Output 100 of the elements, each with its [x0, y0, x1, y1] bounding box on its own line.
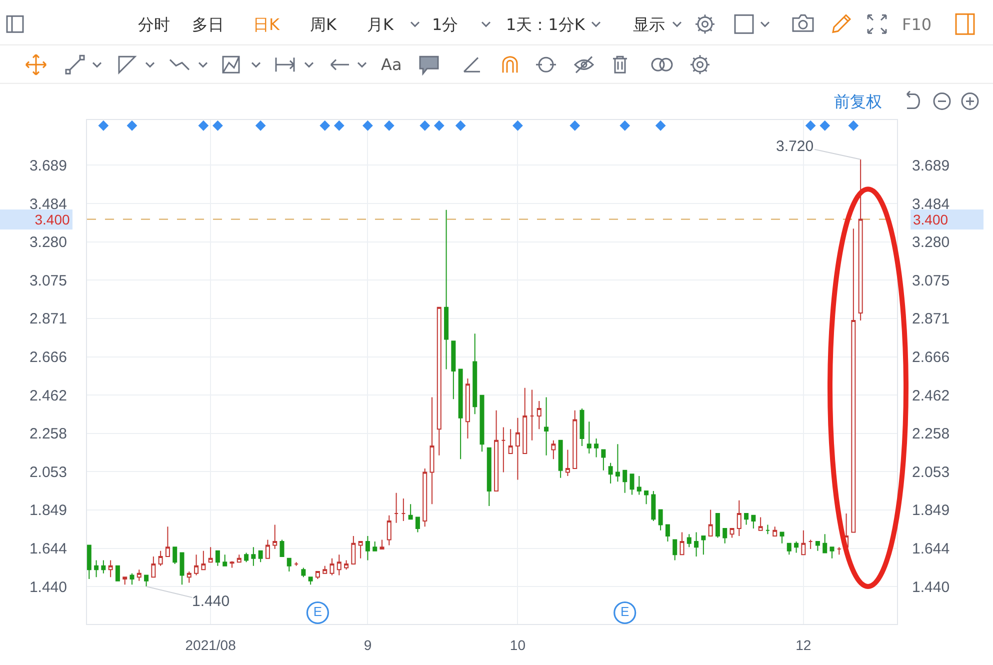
- candlestick: [101, 560, 106, 574]
- candlestick: [686, 534, 692, 548]
- y2-tick-label: 2.871: [912, 310, 950, 328]
- candlestick: [336, 554, 342, 576]
- x-tick-label: 2021/08: [185, 636, 236, 653]
- text: 3.720: [776, 138, 814, 155]
- candlestick: [180, 552, 184, 586]
- ref-line-label: 3.400: [913, 212, 948, 228]
- candlestick: [344, 560, 349, 570]
- candlestick: [744, 512, 749, 526]
- candlestick: [330, 558, 334, 576]
- text: 3.400: [34, 212, 70, 228]
- y-tick-label: 2.871: [29, 310, 67, 328]
- y2-tick-label: 2.053: [912, 464, 950, 481]
- y2-tick-label: 2.666: [912, 349, 950, 366]
- data-label: E: [620, 604, 630, 620]
- candlestick: [636, 475, 642, 496]
- y2-tick-label: 1.849: [912, 502, 950, 520]
- candlestick: [708, 509, 713, 536]
- candlestick: [244, 552, 249, 563]
- y-tick-label: 2.666: [29, 349, 67, 366]
- text: 1分: [432, 15, 458, 34]
- candlestick: [358, 541, 363, 559]
- candlestick: [565, 449, 570, 476]
- candlestick: [836, 546, 842, 556]
- candlestick: [672, 539, 678, 561]
- candlestick: [665, 524, 670, 542]
- candlestick: [772, 526, 778, 536]
- candlestick: [786, 542, 792, 556]
- data-label: E: [313, 604, 322, 620]
- candlestick: [194, 554, 199, 576]
- candlestick: [794, 541, 799, 554]
- y-tick-label: 1.849: [29, 502, 67, 520]
- candlestick: [286, 558, 292, 572]
- candlestick: [765, 524, 770, 535]
- y2-tick-label: 1.440: [912, 578, 950, 596]
- candlestick: [680, 532, 684, 556]
- candlestick: [572, 410, 578, 469]
- y2-tick-label: 3.484: [912, 196, 950, 213]
- candlestick: [186, 571, 192, 584]
- candlestick: [230, 560, 234, 568]
- y2-tick-label: 2.258: [912, 426, 950, 443]
- candlestick: [208, 546, 213, 563]
- candlestick: [301, 567, 306, 578]
- text: 1天：1分K: [506, 15, 586, 34]
- candlestick: [265, 539, 270, 559]
- candlestick: [536, 400, 542, 430]
- candlestick: [658, 509, 663, 531]
- y2-tick-label: 2.462: [912, 387, 950, 404]
- candlestick: [172, 546, 178, 565]
- text: 1.440: [192, 593, 230, 610]
- candlestick: [222, 554, 228, 566]
- y-tick-label: 2.462: [29, 387, 67, 404]
- y2-tick-label: 3.075: [912, 272, 950, 290]
- candlestick: [158, 550, 163, 566]
- candlestick: [722, 528, 728, 544]
- candlestick: [94, 560, 99, 578]
- candlestick: [558, 440, 563, 478]
- candlestick: [430, 396, 434, 505]
- candlestick: [758, 516, 763, 531]
- candlestick: [258, 550, 263, 563]
- candlestick: [486, 447, 492, 506]
- candlestick: [130, 572, 134, 586]
- text: 显示: [633, 15, 665, 34]
- text: 前复权: [834, 92, 882, 111]
- text: F10: [902, 15, 932, 34]
- text: 日K: [253, 15, 280, 34]
- y-tick-label: 3.280: [29, 234, 67, 252]
- candlestick: [401, 498, 406, 522]
- y2-tick-label: 3.689: [912, 157, 950, 174]
- candlestick: [701, 535, 706, 556]
- y-tick-label: 1.440: [29, 578, 67, 596]
- text: 多日: [192, 15, 224, 34]
- candlestick: [272, 524, 278, 550]
- candlestick: [858, 158, 863, 321]
- candlestick: [472, 333, 478, 415]
- candlestick: [394, 492, 399, 524]
- candlestick: [730, 528, 734, 538]
- candlestick: [201, 550, 206, 570]
- text: Aa: [381, 55, 402, 74]
- candlestick: [815, 541, 820, 552]
- candlestick: [236, 554, 242, 563]
- candlestick: [601, 449, 606, 471]
- candlestick: [630, 474, 634, 496]
- candlestick: [644, 490, 649, 505]
- candlestick: [372, 541, 378, 552]
- candlestick: [651, 490, 656, 522]
- candlestick: [544, 396, 549, 456]
- candlestick: [365, 535, 370, 561]
- candlestick: [515, 417, 520, 480]
- candlestick: [422, 468, 428, 528]
- candlestick: [780, 532, 784, 544]
- y-tick-label: 1.644: [29, 540, 67, 558]
- candlestick: [586, 421, 592, 454]
- candlestick: [122, 576, 128, 586]
- candlestick: [530, 389, 534, 441]
- candlestick: [108, 560, 113, 578]
- candlestick: [151, 556, 156, 578]
- candlestick: [408, 504, 413, 520]
- candlestick: [451, 340, 456, 400]
